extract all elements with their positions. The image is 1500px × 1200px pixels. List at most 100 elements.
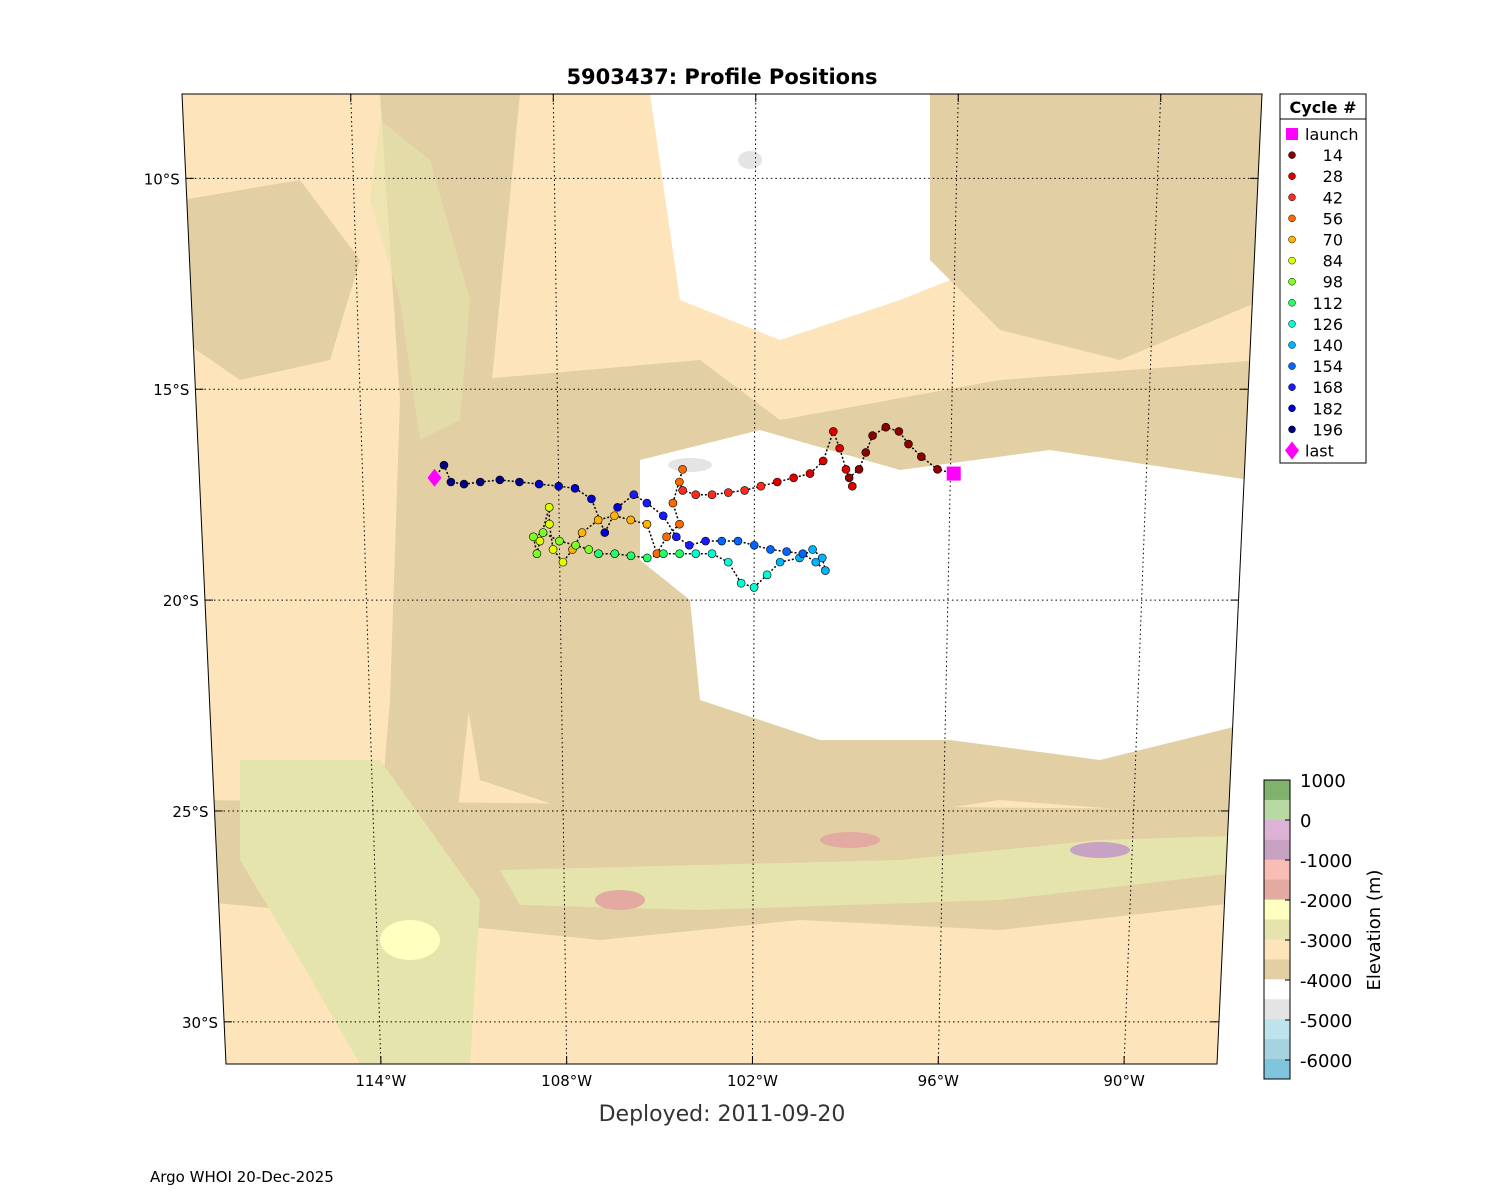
- colorbar-tick-label: 0: [1300, 811, 1311, 832]
- profile-point-cycle-182: [600, 528, 610, 537]
- legend-entry-label: 56: [1323, 209, 1343, 228]
- profile-point-cycle-84: [548, 545, 558, 554]
- profile-point-cycle-196: [439, 460, 449, 470]
- colorbar-segment: [1264, 819, 1290, 841]
- profile-point-cycle-140: [811, 557, 821, 567]
- profile-point-cycle-168: [671, 532, 681, 542]
- profile-point-cycle-168: [642, 498, 652, 508]
- lat-tick-label: 20°S: [163, 592, 199, 610]
- profile-point-cycle-98: [529, 532, 538, 542]
- profile-point-cycle-182: [613, 503, 622, 512]
- shallow-patch-1: [380, 920, 440, 960]
- deep-patch-2: [738, 151, 762, 169]
- profile-point-cycle-28: [835, 443, 844, 453]
- east-deep-region: [640, 430, 1262, 760]
- legend-entry-label: last: [1305, 442, 1334, 461]
- profile-point-cycle-168: [658, 511, 668, 521]
- colorbar-segment: [1264, 799, 1290, 821]
- chart-title: 5903437: Profile Positions: [566, 65, 877, 89]
- legend-dot: [1288, 151, 1296, 159]
- profile-point-cycle-196: [495, 475, 505, 485]
- profile-point-cycle-42: [724, 488, 733, 497]
- west-shallow-patch: [370, 120, 470, 440]
- colorbar-tick-label: -5000: [1300, 1011, 1352, 1032]
- legend-dot: [1288, 193, 1296, 202]
- profile-point-cycle-28: [828, 427, 838, 436]
- profile-point-cycle-126: [762, 570, 772, 580]
- legend-title: Cycle #: [1290, 98, 1357, 117]
- legend-dot: [1288, 235, 1296, 244]
- profile-point-cycle-126: [707, 549, 717, 558]
- shallow-patch-4: [1070, 842, 1130, 858]
- graticule: [185, 93, 1259, 1065]
- legend-dot: [1288, 383, 1296, 391]
- footer-credit: Argo WHOI 20-Dec-2025: [150, 1168, 334, 1186]
- legend-entry-label: 98: [1323, 273, 1343, 292]
- colorbar-segment: [1264, 959, 1290, 980]
- profile-point-cycle-70: [626, 515, 636, 525]
- profile-point-cycle-98: [532, 549, 542, 558]
- lat-tick-label: 15°S: [153, 381, 189, 399]
- profile-point-cycle-14: [854, 465, 864, 474]
- profile-point-cycle-98: [584, 545, 594, 554]
- axis-tick-labels: 10°S 15°S 20°S 25°S 30°S 114°W 108°W 102°W 96°W 9…: [144, 170, 1145, 1090]
- colorbar-segment: [1264, 1019, 1290, 1040]
- profile-point-cycle-14: [933, 465, 942, 474]
- profile-point-cycle-154: [782, 547, 791, 556]
- profile-point-cycle-112: [642, 553, 652, 563]
- profile-point-cycle-126: [736, 578, 746, 588]
- profile-point-cycle-140: [808, 545, 817, 554]
- profile-point-cycle-14: [861, 448, 871, 457]
- northwest-ridge-region: [182, 180, 360, 380]
- bathymetry-layer: [182, 94, 1262, 1064]
- profile-point-cycle-112: [610, 549, 620, 558]
- profile-point-cycle-112: [594, 549, 603, 558]
- profile-point-cycle-126: [723, 557, 733, 567]
- colorbar-segment: [1264, 780, 1290, 801]
- legend-dot: [1288, 425, 1296, 434]
- colorbar-segment: [1264, 939, 1290, 960]
- legend-dot: [1288, 277, 1296, 286]
- profile-point-cycle-140: [821, 566, 830, 575]
- lon-tick-label: 96°W: [918, 1072, 960, 1090]
- legend-dot: [1288, 256, 1296, 265]
- colorbar-tick-label: -4000: [1300, 971, 1352, 992]
- profile-point-cycle-182: [554, 481, 563, 491]
- profile-point-cycle-14: [881, 422, 891, 432]
- profile-point-cycle-28: [789, 473, 798, 483]
- profile-point-cycle-14: [868, 431, 877, 440]
- colorbar-segment: [1264, 879, 1290, 901]
- profile-point-cycle-28: [847, 481, 857, 491]
- deployed-date: Deployed: 2011-09-20: [599, 1102, 846, 1127]
- profile-point-cycle-42: [691, 490, 701, 499]
- profile-point-cycle-182: [587, 494, 596, 504]
- deep-patch-1: [668, 458, 712, 472]
- profile-point-cycle-84: [545, 519, 554, 529]
- legend-dot: [1288, 320, 1296, 328]
- legend-dot: [1288, 214, 1296, 223]
- profile-point-cycle-168: [701, 536, 710, 546]
- legend-entry-label: 112: [1312, 294, 1343, 313]
- profile-point-cycle-98: [555, 536, 564, 546]
- profile-point-cycle-14: [844, 473, 854, 483]
- profile-point-cycle-28: [772, 477, 782, 487]
- lat-tick-label: 30°S: [182, 1014, 218, 1032]
- profile-point-cycle-28: [818, 456, 828, 466]
- legend-entry-label: 42: [1323, 188, 1343, 207]
- colorbar-segment: [1264, 919, 1290, 940]
- profile-point-cycle-154: [717, 536, 727, 546]
- colorbar-tick-label: -6000: [1300, 1051, 1352, 1072]
- profile-point-cycle-56: [668, 498, 678, 508]
- colorbar-segment: [1264, 979, 1290, 1000]
- profile-point-cycle-84: [558, 557, 568, 567]
- shallow-patch-3: [820, 832, 880, 848]
- profile-point-cycle-14: [917, 452, 926, 461]
- profile-point-cycle-154: [798, 549, 808, 558]
- legend-entry-label: 196: [1312, 420, 1343, 439]
- colorbar-segment: [1264, 1039, 1290, 1060]
- lat-tick-label: 25°S: [172, 803, 208, 821]
- profile-point-cycle-182: [570, 484, 580, 493]
- legend-entry-label: 140: [1312, 336, 1343, 355]
- profile-point-cycle-98: [571, 540, 581, 550]
